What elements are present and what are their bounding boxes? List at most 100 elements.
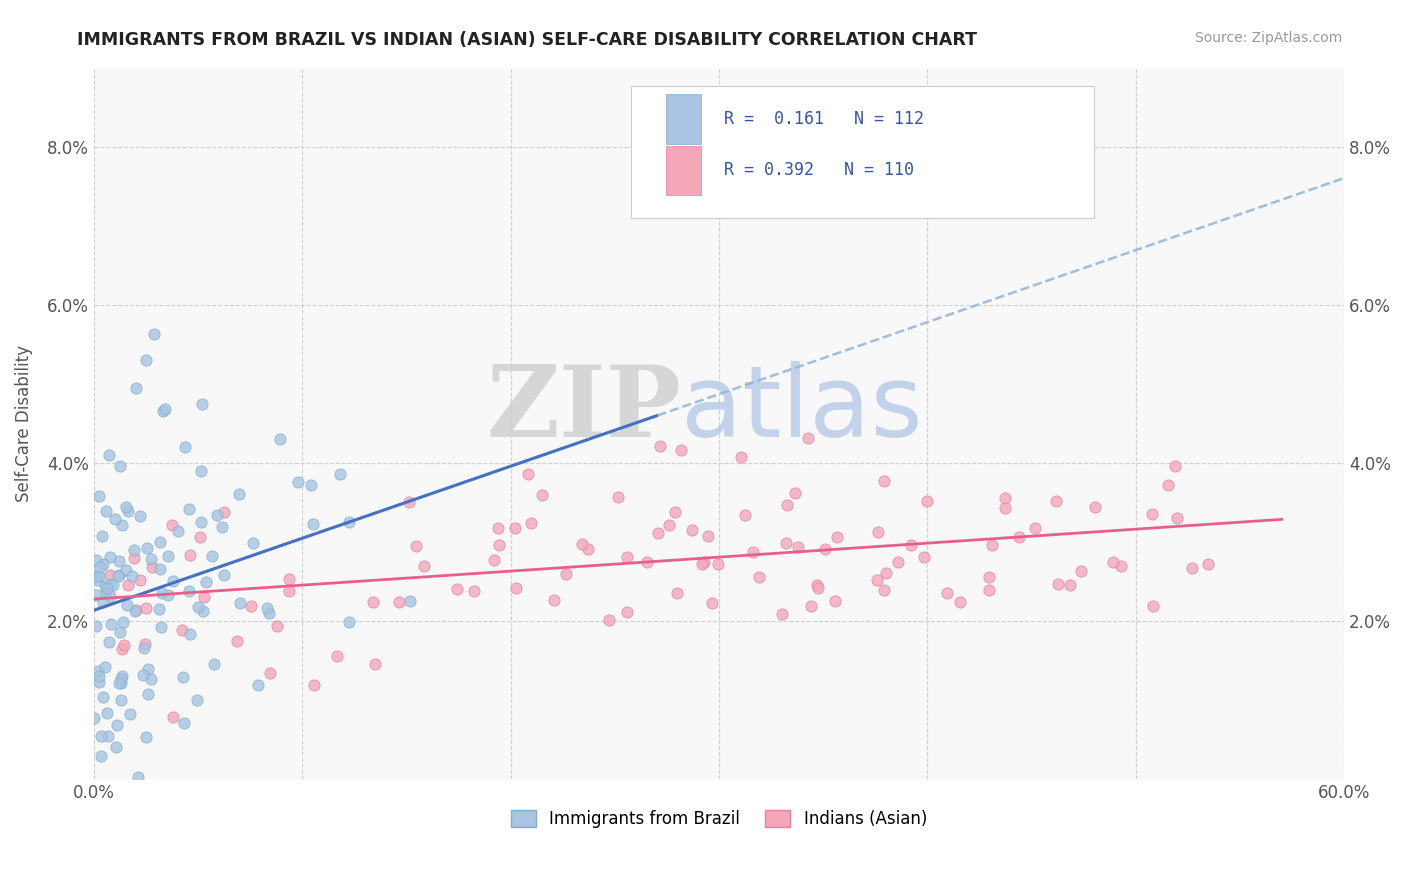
Point <box>399 594 422 608</box>
Point <box>179 583 201 598</box>
Point <box>89 674 111 689</box>
Point <box>917 494 939 508</box>
Point <box>162 574 184 588</box>
Y-axis label: Self-Care Disability: Self-Care Disability <box>15 345 32 502</box>
Point <box>700 596 723 610</box>
Point <box>118 707 141 722</box>
Text: IMMIGRANTS FROM BRAZIL VS INDIAN (ASIAN) SELF-CARE DISABILITY CORRELATION CHART: IMMIGRANTS FROM BRAZIL VS INDIAN (ASIAN)… <box>77 31 977 49</box>
Point <box>225 633 247 648</box>
Point <box>111 641 134 656</box>
Point <box>139 552 162 566</box>
Point <box>681 523 703 537</box>
Point <box>84 553 107 567</box>
Point <box>173 716 195 731</box>
Point <box>598 613 620 627</box>
Point <box>977 582 1000 597</box>
Point <box>87 668 110 682</box>
Point <box>648 439 671 453</box>
Point <box>112 615 135 629</box>
Point <box>269 432 291 446</box>
Point <box>94 504 117 518</box>
Point <box>825 531 848 545</box>
Point <box>112 638 135 652</box>
Point <box>170 624 193 638</box>
Point <box>1164 459 1187 474</box>
Point <box>519 516 541 530</box>
Point <box>173 440 195 454</box>
Point <box>90 729 112 743</box>
Point <box>117 504 139 518</box>
Point <box>446 582 468 596</box>
Point <box>124 604 146 618</box>
Point <box>517 467 540 482</box>
Point <box>91 595 114 609</box>
Point <box>186 693 208 707</box>
Point <box>775 535 797 549</box>
Point <box>783 486 806 500</box>
Point <box>299 477 322 491</box>
Point <box>166 524 188 538</box>
Point <box>191 604 214 618</box>
Point <box>108 554 131 568</box>
Point <box>690 558 713 572</box>
Point <box>83 711 105 725</box>
Point <box>488 538 510 552</box>
Point <box>132 668 155 682</box>
FancyBboxPatch shape <box>666 145 702 195</box>
Point <box>1142 599 1164 613</box>
Point <box>912 550 935 565</box>
Point <box>949 595 972 609</box>
Point <box>463 583 485 598</box>
Point <box>364 657 387 671</box>
Point <box>873 474 896 488</box>
Point <box>706 557 728 571</box>
Point <box>98 549 121 564</box>
Point <box>900 538 922 552</box>
Point <box>413 558 436 573</box>
Point <box>105 718 128 732</box>
Point <box>748 570 770 584</box>
Point <box>193 590 215 604</box>
Point <box>96 581 118 595</box>
Point <box>111 517 134 532</box>
Point <box>266 619 288 633</box>
Point <box>868 524 890 539</box>
Point <box>240 599 263 613</box>
Point <box>98 589 121 603</box>
Point <box>110 676 132 690</box>
Point <box>387 595 409 609</box>
Point <box>1140 508 1163 522</box>
Point <box>329 467 352 482</box>
Point <box>91 690 114 704</box>
Point <box>201 549 224 564</box>
Point <box>1084 500 1107 514</box>
Point <box>86 573 108 587</box>
Point <box>91 557 114 571</box>
Text: atlas: atlas <box>682 361 924 458</box>
Point <box>153 402 176 417</box>
Point <box>115 563 138 577</box>
Point <box>149 534 172 549</box>
Text: ZIP: ZIP <box>486 361 682 458</box>
Point <box>84 570 107 584</box>
Point <box>1070 564 1092 578</box>
Point <box>647 526 669 541</box>
Point <box>150 586 173 600</box>
Point <box>152 404 174 418</box>
Point <box>636 555 658 569</box>
Point <box>107 676 129 690</box>
Point <box>212 568 235 582</box>
Point <box>1157 477 1180 491</box>
Point <box>616 605 638 619</box>
Point <box>693 556 716 570</box>
Point <box>228 487 250 501</box>
Point <box>1111 559 1133 574</box>
Point <box>277 583 299 598</box>
Point <box>129 509 152 524</box>
Point <box>124 543 146 558</box>
Point <box>671 442 693 457</box>
Point <box>190 515 212 529</box>
Point <box>484 553 506 567</box>
Point <box>302 678 325 692</box>
Point <box>89 560 111 574</box>
